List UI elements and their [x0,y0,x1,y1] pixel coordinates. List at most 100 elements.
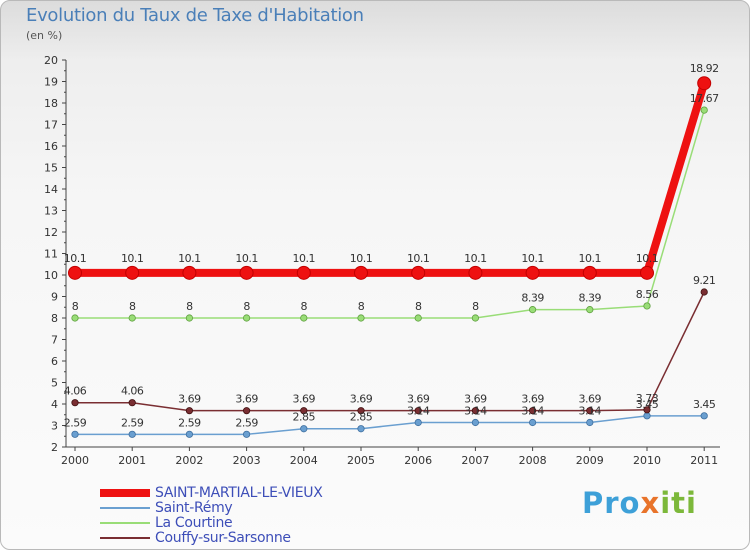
data-point [471,418,479,427]
x-tick-label: 2003 [233,454,261,467]
data-point [357,314,365,322]
data-point [243,407,251,415]
legend-label: La Courtine [155,515,233,531]
data-label: 3.45 [693,398,716,411]
series-line [71,79,709,277]
logo-text: Pro [582,486,641,520]
data-label: 17.67 [690,92,719,105]
data-point [128,399,136,407]
data-label: 2.59 [121,416,144,429]
data-point [528,418,537,427]
data-point [586,407,594,415]
x-tick-label: 2000 [61,454,89,467]
x-tick-label: 2008 [519,454,547,467]
data-point [128,430,136,438]
series-line [74,415,705,436]
data-point [243,314,251,322]
data-point [185,314,193,322]
y-tick-label: 20 [44,54,58,67]
legend-swatch [100,489,150,497]
data-label: 3.14 [521,404,544,417]
data-point [357,407,365,415]
x-tick-label: 2002 [175,454,203,467]
y-tick-label: 9 [51,291,58,304]
data-point [700,412,708,420]
data-point [586,418,594,427]
y-tick-label: 13 [44,205,58,218]
data-point [643,302,651,310]
data-label: 10.1 [521,252,544,265]
data-label: 3.69 [235,393,258,406]
data-point [296,265,311,280]
series-line [74,291,705,412]
data-point [643,412,651,420]
data-label: 10.1 [178,252,201,265]
data-point [182,265,197,280]
chart-unit-label: (en %) [26,29,63,42]
data-label: 8 [301,300,308,313]
x-tick-label: 2005 [347,454,375,467]
data-label: 10.1 [464,252,487,265]
x-tick-label: 2011 [690,454,718,467]
data-point [357,425,365,433]
data-point [239,265,254,280]
x-tick-label: 2006 [404,454,432,467]
data-label: 3.69 [350,393,373,406]
data-point [71,314,79,322]
data-label: 10.1 [293,252,316,265]
y-tick-label: 5 [51,377,58,390]
data-point [640,265,654,280]
x-tick-label: 2004 [290,454,318,467]
data-point [700,288,708,296]
data-label: 3.69 [521,393,544,406]
data-point [414,418,422,427]
data-label: 2.59 [235,416,258,429]
data-label: 3.69 [407,393,430,406]
data-point [582,265,597,280]
data-point [468,265,483,280]
data-label: 8.39 [579,292,602,305]
data-point [128,314,136,322]
data-point [471,407,479,415]
data-point [185,430,193,438]
series-line [74,109,705,319]
data-label: 3.45 [636,398,659,411]
data-point [300,407,308,415]
legend-label: Couffy-sur-Sarsonne [155,530,291,546]
data-label: 10.1 [350,252,373,265]
chart-title: Evolution du Taux de Taxe d'Habitation [26,5,364,26]
legend-swatch [100,507,150,509]
data-label: 3.69 [178,393,201,406]
data-point [643,406,651,414]
y-tick-label: 11 [44,248,58,261]
data-label: 8.56 [636,288,659,301]
data-label: 8 [243,300,250,313]
data-point [528,306,537,314]
y-tick-label: 15 [44,162,58,175]
data-point [71,399,79,407]
y-tick-label: 8 [51,312,58,325]
data-label: 4.06 [64,385,87,398]
data-point [300,425,308,433]
data-label: 2.85 [293,411,316,424]
y-tick-label: 14 [44,183,58,196]
legend-swatch [100,522,150,524]
data-label: 3.69 [293,393,316,406]
data-label: 18.92 [690,62,719,75]
data-label: 9.21 [693,274,716,287]
legend-label: SAINT-MARTIAL-LE-VIEUX [155,485,323,501]
data-label: 3.14 [407,404,430,417]
data-point [700,106,708,114]
y-tick-label: 12 [44,226,58,239]
y-tick-label: 2 [51,441,58,454]
x-tick-label: 2001 [118,454,146,467]
data-point [525,265,540,280]
y-tick-label: 10 [44,269,58,282]
y-tick-label: 19 [44,76,58,89]
data-label: 8 [358,300,365,313]
x-tick-label: 2007 [461,454,489,467]
y-tick-label: 4 [51,398,58,411]
x-tick-label: 2010 [633,454,661,467]
data-label: 8 [472,300,479,313]
legend-label: Saint-Rémy [155,500,233,516]
